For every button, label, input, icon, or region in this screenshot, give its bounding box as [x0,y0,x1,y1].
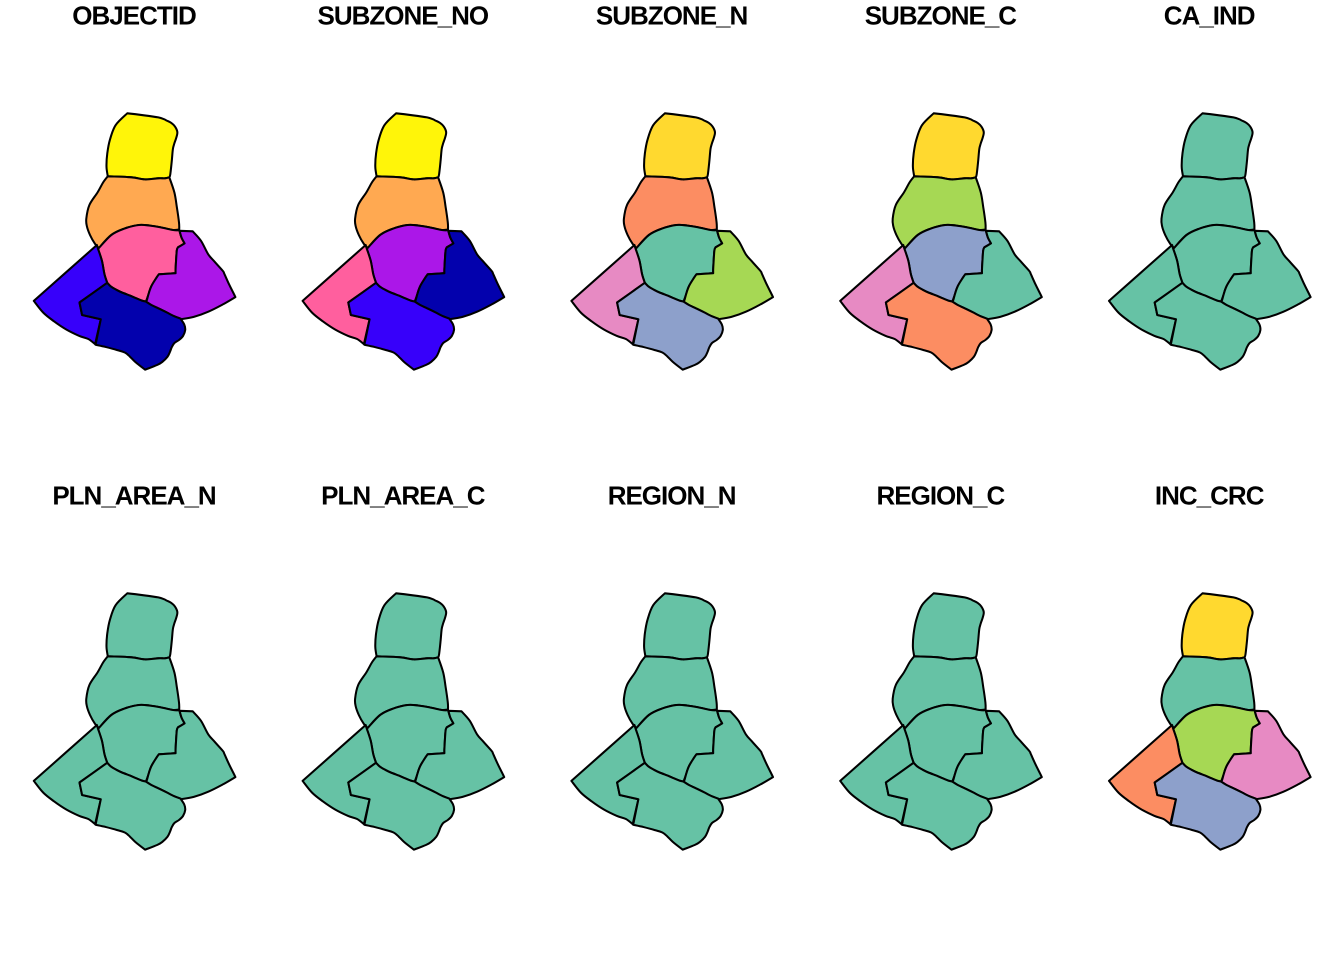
svg-text:PLN_AREA_C: PLN_AREA_C [321,481,486,511]
svg-text:SUBZONE_N: SUBZONE_N [596,1,748,31]
svg-text:OBJECTID: OBJECTID [72,1,196,31]
svg-text:CA_IND: CA_IND [1164,1,1255,31]
svg-text:REGION_N: REGION_N [608,481,736,511]
svg-text:PLN_AREA_N: PLN_AREA_N [52,481,216,511]
svg-text:SUBZONE_C: SUBZONE_C [865,1,1018,31]
svg-text:SUBZONE_NO: SUBZONE_NO [318,1,489,31]
svg-text:INC_CRC: INC_CRC [1155,481,1265,511]
svg-text:REGION_C: REGION_C [876,481,1005,511]
